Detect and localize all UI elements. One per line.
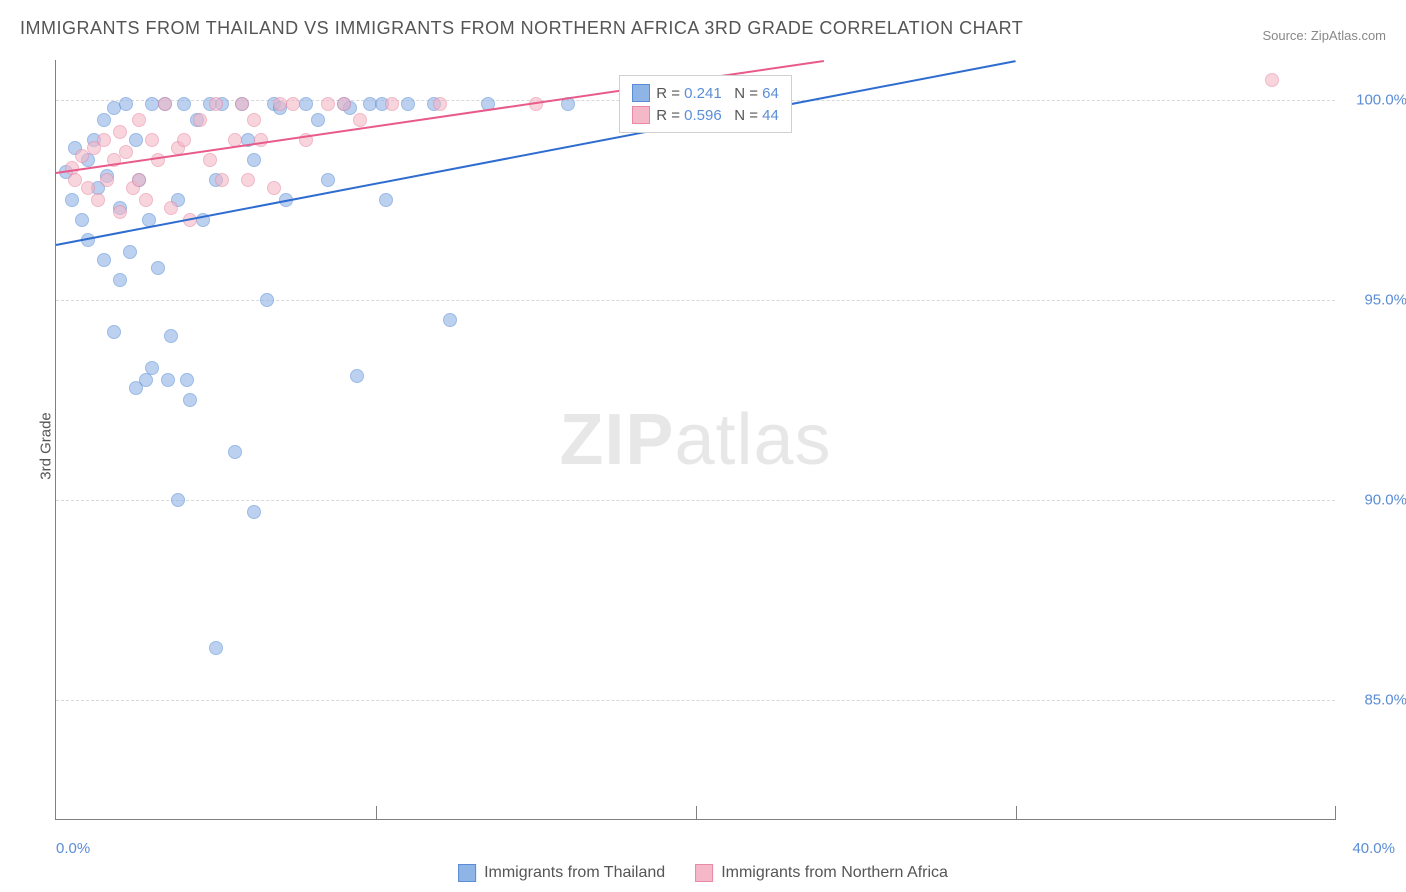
scatter-point <box>171 493 185 507</box>
chart-title: IMMIGRANTS FROM THAILAND VS IMMIGRANTS F… <box>20 18 1023 39</box>
scatter-point <box>145 361 159 375</box>
legend-bottom-item: Immigrants from Thailand <box>458 864 665 882</box>
scatter-point <box>180 373 194 387</box>
y-axis-title: 3rd Grade <box>37 412 54 480</box>
legend-bottom: Immigrants from Thailand Immigrants from … <box>458 864 948 882</box>
scatter-point <box>177 97 191 111</box>
y-tick-label: 85.0% <box>1364 692 1406 709</box>
y-tick-label: 95.0% <box>1364 292 1406 309</box>
y-tick-label: 90.0% <box>1364 492 1406 509</box>
legend-swatch <box>695 864 713 882</box>
scatter-point <box>158 97 172 111</box>
scatter-point <box>385 97 399 111</box>
legend-stats-text: R = 0.241 N = 64 <box>656 85 779 102</box>
scatter-point <box>254 133 268 147</box>
watermark: ZIPatlas <box>559 399 831 481</box>
scatter-point <box>183 393 197 407</box>
scatter-point <box>132 173 146 187</box>
scatter-point <box>235 97 249 111</box>
scatter-point <box>247 505 261 519</box>
scatter-point <box>119 97 133 111</box>
scatter-point <box>97 133 111 147</box>
scatter-point <box>164 201 178 215</box>
scatter-point <box>132 113 146 127</box>
grid-horizontal <box>56 500 1335 501</box>
scatter-point <box>321 173 335 187</box>
scatter-point <box>215 173 229 187</box>
scatter-point <box>68 173 82 187</box>
watermark-bold: ZIP <box>559 400 674 480</box>
scatter-point <box>209 641 223 655</box>
scatter-point <box>209 97 223 111</box>
scatter-point <box>443 313 457 327</box>
y-tick-label: 100.0% <box>1356 92 1406 109</box>
scatter-point <box>145 133 159 147</box>
scatter-point <box>401 97 415 111</box>
scatter-point <box>350 369 364 383</box>
x-tick-label: 0.0% <box>56 840 90 857</box>
legend-bottom-item: Immigrants from Northern Africa <box>695 864 948 882</box>
x-tick-mark <box>1335 806 1336 820</box>
scatter-point <box>151 261 165 275</box>
scatter-point <box>119 145 133 159</box>
legend-stats-row: R = 0.241 N = 64 <box>632 82 779 104</box>
scatter-point <box>123 245 137 259</box>
scatter-point <box>193 113 207 127</box>
scatter-point <box>161 373 175 387</box>
scatter-point <box>177 133 191 147</box>
scatter-point <box>267 181 281 195</box>
scatter-point <box>311 113 325 127</box>
legend-stats-text: R = 0.596 N = 44 <box>656 107 779 124</box>
scatter-point <box>353 113 367 127</box>
scatter-point <box>129 133 143 147</box>
scatter-point <box>113 273 127 287</box>
scatter-point <box>91 193 105 207</box>
scatter-point <box>433 97 447 111</box>
scatter-point <box>247 153 261 167</box>
scatter-point <box>97 253 111 267</box>
legend-stats-row: R = 0.596 N = 44 <box>632 104 779 126</box>
scatter-point <box>1265 73 1279 87</box>
x-tick-mark <box>696 806 697 820</box>
scatter-point <box>321 97 335 111</box>
legend-swatch <box>632 106 650 124</box>
source-attribution: Source: ZipAtlas.com <box>1262 28 1386 43</box>
chart-plot-area: ZIPatlas 85.0%90.0%95.0%100.0%0.0%40.0%R… <box>55 60 1335 820</box>
scatter-point <box>97 113 111 127</box>
scatter-point <box>151 153 165 167</box>
scatter-point <box>75 149 89 163</box>
legend-stats-box: R = 0.241 N = 64 R = 0.596 N = 44 <box>619 75 792 133</box>
x-tick-label: 40.0% <box>1352 840 1395 857</box>
grid-horizontal <box>56 700 1335 701</box>
scatter-point <box>228 445 242 459</box>
legend-swatch <box>632 84 650 102</box>
scatter-point <box>113 125 127 139</box>
scatter-point <box>75 213 89 227</box>
scatter-point <box>164 329 178 343</box>
scatter-point <box>113 205 127 219</box>
scatter-point <box>286 97 300 111</box>
x-tick-mark <box>376 806 377 820</box>
grid-horizontal <box>56 300 1335 301</box>
scatter-point <box>139 373 153 387</box>
watermark-rest: atlas <box>674 400 831 480</box>
x-tick-mark <box>1016 806 1017 820</box>
scatter-point <box>203 153 217 167</box>
legend-swatch <box>458 864 476 882</box>
legend-series-name: Immigrants from Northern Africa <box>721 864 948 882</box>
scatter-point <box>100 173 114 187</box>
scatter-point <box>81 181 95 195</box>
scatter-point <box>299 97 313 111</box>
scatter-point <box>107 325 121 339</box>
scatter-point <box>139 193 153 207</box>
scatter-point <box>65 193 79 207</box>
scatter-point <box>241 173 255 187</box>
legend-series-name: Immigrants from Thailand <box>484 864 665 882</box>
scatter-point <box>379 193 393 207</box>
scatter-point <box>337 97 351 111</box>
scatter-point <box>260 293 274 307</box>
scatter-point <box>247 113 261 127</box>
